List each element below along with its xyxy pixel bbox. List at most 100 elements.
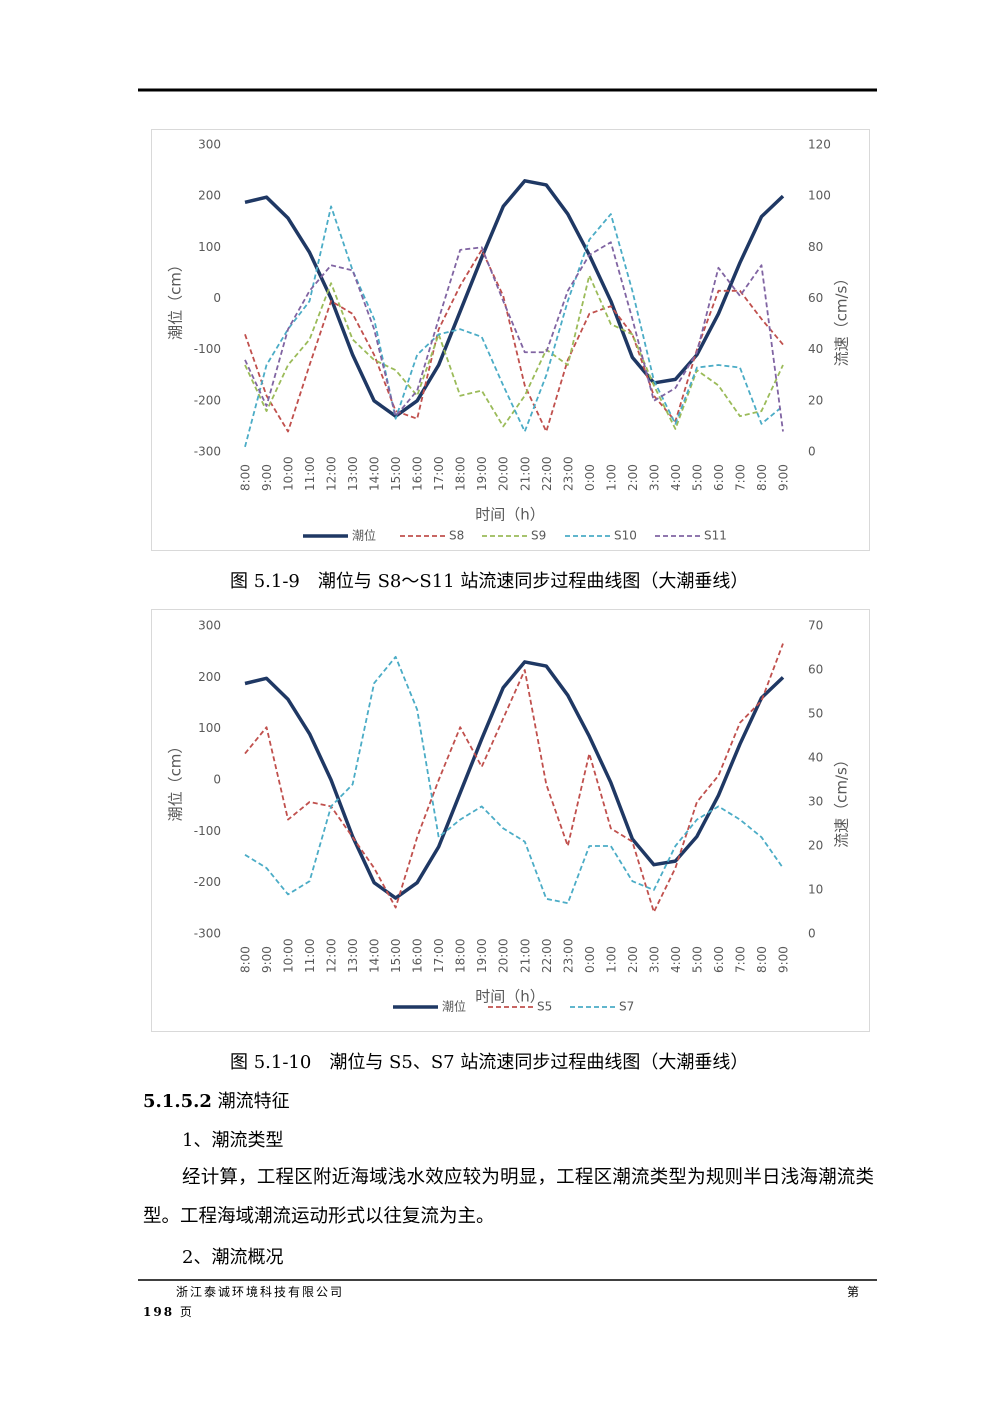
y2-axis-label: 流速（cm/s） [833,271,851,367]
footer-page-prefix: 第 [847,1285,862,1299]
series-line [244,205,784,448]
x-tick-label: 9:00 [260,946,274,973]
x-tick-label: 6:00 [712,946,726,973]
legend-label: 潮位 [442,999,466,1014]
x-tick-label: 6:00 [712,464,726,491]
caption: 图 5.1-9 潮位与 S8～S11 站流速同步过程曲线图（大潮垂线） [230,571,749,592]
y-tick-label: -100 [194,342,221,356]
item: 2、潮流概况 [182,1247,284,1268]
x-tick-label: 5:00 [690,464,704,491]
x-tick-label: 7:00 [733,464,747,491]
y2-tick-label: 40 [808,342,823,356]
x-tick-label: 3:00 [647,946,661,973]
y2-axis-label: 流速（cm/s） [833,752,851,848]
footer-company: 浙江泰诚环境科技有限公司 [176,1285,345,1299]
y2-tick-label: 70 [808,619,823,633]
x-tick-label: 19:00 [475,456,489,491]
caption: 图 5.1-10 潮位与 S5、S7 站流速同步过程曲线图（大潮垂线） [230,1052,749,1073]
x-tick-label: 8:00 [239,946,253,973]
y2-tick-label: 40 [808,751,823,765]
series-line [244,660,785,900]
x-tick-label: 12:00 [325,456,339,491]
x-tick-label: 14:00 [368,456,382,491]
y2-tick-label: 20 [808,839,823,853]
x-tick-label: 18:00 [454,938,468,973]
y-tick-label: -200 [194,875,221,889]
series-line [244,248,784,433]
x-tick-label: 11:00 [303,456,317,491]
footer-page: 198 页 [143,1303,194,1320]
page-suffix: 页 [179,1305,194,1319]
y-axis-label: 潮位（cm） [167,257,185,340]
page-number: 198 [143,1305,175,1319]
x-tick-label: 16:00 [411,456,425,491]
x-tick-label: 1:00 [604,946,618,973]
x-tick-label: 1:00 [604,464,618,491]
y2-tick-label: 10 [808,883,823,897]
y-tick-label: 100 [198,721,221,735]
y-tick-label: 0 [213,291,221,305]
legend-label: 潮位 [352,528,376,543]
x-tick-label: 9:00 [777,464,791,491]
x-tick-label: 15:00 [389,456,403,491]
y2-tick-label: 60 [808,291,823,305]
x-tick-label: 18:00 [454,456,468,491]
x-tick-label: 16:00 [411,938,425,973]
x-tick-label: 17:00 [432,938,446,973]
x-tick-label: 13:00 [346,938,360,973]
x-tick-label: 9:00 [260,464,274,491]
legend-label: S11 [704,529,727,543]
series-line [244,274,784,430]
section-number: 5.1.5.2 [143,1091,212,1112]
x-tick-label: 23:00 [561,938,575,973]
y-tick-label: 200 [198,189,221,203]
legend-label: S10 [614,529,637,543]
series-line [244,643,784,913]
y-tick-label: 0 [213,773,221,787]
x-tick-label: 8:00 [239,464,253,491]
x-tick-label: 5:00 [690,946,704,973]
x-tick-label: 4:00 [669,946,683,973]
x-tick-label: 22:00 [540,456,554,491]
y-tick-label: -300 [194,445,221,459]
y2-tick-label: 50 [808,707,823,721]
x-tick-label: 20:00 [497,456,511,491]
section-title: 潮流特征 [217,1091,290,1112]
section-heading: 5.1.5.2 潮流特征 [143,1087,290,1113]
y-tick-label: 100 [198,240,221,254]
x-tick-label: 20:00 [497,938,511,973]
series-line [244,655,784,905]
y2-tick-label: 0 [808,927,816,941]
x-tick-label: 19:00 [475,938,489,973]
y-tick-label: -100 [194,824,221,838]
y2-tick-label: 80 [808,240,823,254]
x-tick-label: 23:00 [561,456,575,491]
x-tick-label: 14:00 [368,938,382,973]
x-axis-label: 时间（h） [475,988,545,1006]
series-line [244,241,784,432]
x-tick-label: 22:00 [540,938,554,973]
legend-label: S7 [619,1000,634,1014]
y2-tick-label: 60 [808,663,823,677]
y2-tick-label: 20 [808,393,823,407]
y-tick-label: 300 [198,619,221,633]
x-axis-label: 时间（h） [475,506,545,524]
x-tick-label: 8:00 [755,464,769,491]
y-tick-label: -300 [194,927,221,941]
y2-tick-label: 30 [808,795,823,809]
x-tick-label: 0:00 [583,464,597,491]
x-tick-label: 11:00 [303,938,317,973]
x-tick-label: 3:00 [647,464,661,491]
x-tick-label: 10:00 [282,456,296,491]
x-tick-label: 9:00 [777,946,791,973]
y-tick-label: -200 [194,393,221,407]
x-tick-label: 12:00 [325,938,339,973]
legend-label: S8 [449,529,464,543]
y2-tick-label: 0 [808,445,816,459]
chart-frame [151,129,870,551]
x-tick-label: 2:00 [626,946,640,973]
x-tick-label: 13:00 [346,456,360,491]
x-tick-label: 2:00 [626,464,640,491]
y-tick-label: 200 [198,670,221,684]
